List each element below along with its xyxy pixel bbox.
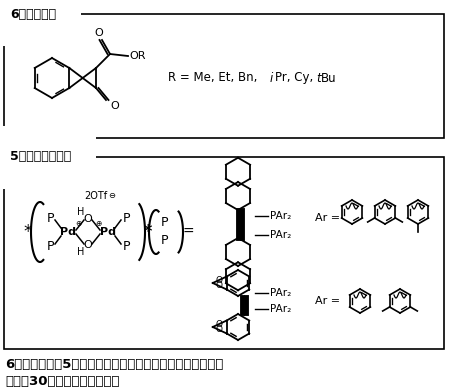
Text: ⊖: ⊖: [108, 192, 116, 201]
Text: Pr, Cy,: Pr, Cy,: [275, 72, 317, 84]
Text: *: *: [144, 223, 152, 241]
Text: O: O: [216, 319, 223, 328]
Text: P: P: [46, 212, 54, 224]
Text: 6種類の基質: 6種類の基質: [10, 7, 56, 20]
Text: O: O: [84, 214, 92, 224]
Text: Ar =: Ar =: [315, 213, 340, 223]
Text: P: P: [161, 217, 169, 230]
Text: H: H: [77, 207, 85, 217]
Text: O: O: [110, 101, 119, 111]
Text: H: H: [77, 247, 85, 257]
Text: P: P: [161, 235, 169, 248]
Text: R = Me, Et, Bn,: R = Me, Et, Bn,: [168, 72, 261, 84]
Text: P: P: [122, 240, 130, 253]
Bar: [4, 14, 444, 138]
Bar: [4, 157, 444, 349]
Text: =: =: [182, 225, 194, 239]
Text: PAr₂: PAr₂: [270, 230, 291, 240]
Text: P: P: [46, 240, 54, 253]
Text: PAr₂: PAr₂: [270, 304, 291, 314]
Text: O: O: [216, 325, 223, 334]
Text: ⊕: ⊕: [95, 219, 101, 228]
Text: O: O: [216, 276, 223, 285]
Text: を行い30反応のデータを収集: を行い30反応のデータを収集: [5, 375, 120, 388]
Text: 5種類の不斉触媒: 5種類の不斉触媒: [10, 151, 71, 163]
Text: OR: OR: [129, 51, 145, 61]
Text: Bu: Bu: [321, 72, 337, 84]
Text: Ar =: Ar =: [315, 296, 340, 306]
Text: *: *: [144, 223, 152, 241]
Text: O: O: [84, 240, 92, 250]
Text: 6種類の基質と5種類の触媒の組み合わせでスクリーニング: 6種類の基質と5種類の触媒の組み合わせでスクリーニング: [5, 358, 223, 371]
Text: O: O: [94, 28, 104, 38]
Text: O: O: [216, 282, 223, 291]
Text: Pd: Pd: [60, 227, 76, 237]
Text: PAr₂: PAr₂: [270, 288, 291, 298]
Text: ⊕: ⊕: [75, 219, 81, 228]
Text: *: *: [24, 223, 32, 241]
Text: Pd: Pd: [100, 227, 116, 237]
Text: PAr₂: PAr₂: [270, 211, 291, 221]
Text: i: i: [270, 72, 273, 84]
Text: t: t: [316, 72, 320, 84]
Text: P: P: [122, 212, 130, 224]
Text: 2OTf: 2OTf: [85, 191, 108, 201]
